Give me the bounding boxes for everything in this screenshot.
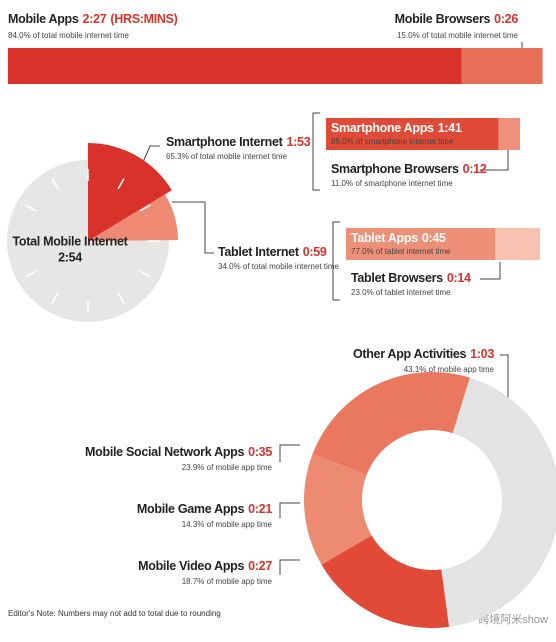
label-name: Smartphone Browsers: [331, 162, 459, 176]
value-label: 15.0% of total mobile internet time: [397, 31, 519, 40]
connector: [279, 444, 300, 462]
value-label: 14.3% of mobile app time: [182, 520, 273, 529]
unit: (HRS:MINS): [110, 12, 177, 26]
label: Mobile Social Network Apps 0:35: [85, 445, 272, 459]
bar-segment: [498, 118, 520, 150]
label-time: 1:03: [470, 347, 494, 361]
clock-tick: [51, 178, 59, 190]
label-time: 0:27: [248, 559, 272, 573]
label-name: Tablet Apps: [351, 231, 418, 245]
label-time: 1:53: [287, 135, 311, 149]
label-name: Tablet Browsers: [351, 271, 443, 285]
label: Smartphone Internet 1:53: [166, 135, 311, 149]
clock-tick: [25, 204, 37, 212]
label-name: Smartphone Apps: [331, 121, 434, 135]
label: Tablet Internet 0:59: [218, 245, 327, 259]
pie-slice: [88, 194, 178, 241]
label: Tablet Browsers 0:14: [351, 271, 471, 285]
clock-tick: [117, 292, 125, 304]
label-time: 1:41: [438, 121, 462, 135]
clock-tick: [51, 292, 59, 304]
label-time: 0:21: [248, 502, 272, 516]
value-label: 77.0% of tablet internet time: [351, 247, 451, 256]
connector: [480, 262, 501, 280]
value-label: 84.0% of total mobile internet time: [8, 31, 130, 40]
clock-tick: [25, 270, 37, 278]
donut-slice: [312, 372, 470, 475]
label-time: 0:35: [248, 445, 272, 459]
label: Smartphone Apps 1:41: [331, 121, 462, 135]
bar-segment: [8, 48, 462, 84]
label: Tablet Apps 0:45: [351, 231, 446, 245]
bar-segment: [326, 118, 499, 150]
clock-tick: [117, 178, 125, 190]
label-name: Tablet Internet: [218, 245, 300, 259]
bracket: [312, 112, 320, 191]
label-name: Mobile Game Apps: [137, 502, 245, 516]
value-label: 89.0% of smartphone internet time: [331, 137, 454, 146]
bar-segment: [461, 48, 543, 84]
label: Other App Activities 1:03: [353, 347, 494, 361]
pie-slice: [88, 143, 172, 241]
donut-slice: [321, 535, 450, 628]
value-label: 65.3% of total mobile internet time: [166, 152, 288, 161]
center-time: 2:54: [58, 250, 82, 264]
bar-segment: [495, 228, 540, 260]
value-label: 34.0% of total mobile internet time: [218, 262, 340, 271]
value-label: 23.0% of tablet internet time: [351, 288, 451, 297]
label: Smartphone Browsers 0:12: [331, 162, 487, 176]
clock-tick: [139, 270, 151, 278]
label-time: 0:59: [303, 245, 327, 259]
value-label: 43.1% of mobile app time: [404, 365, 495, 374]
value-label: 18.7% of mobile app time: [182, 577, 273, 586]
label-name: Mobile Browsers: [395, 12, 491, 26]
value-label: 23.9% of mobile app time: [182, 463, 273, 472]
label-time: 2:27: [83, 12, 107, 26]
label: Mobile Video Apps 0:27: [138, 559, 272, 573]
donut-slice: [303, 453, 372, 565]
bracket: [332, 221, 340, 301]
label-name: Mobile Apps: [8, 12, 79, 26]
connector: [279, 559, 300, 575]
donut-slice: [441, 377, 556, 627]
label-time: 0:12: [463, 162, 487, 176]
note: Editor's Note: Numbers may not add to to…: [8, 609, 221, 618]
label-time: 0:14: [447, 271, 471, 285]
connector: [172, 201, 214, 254]
connector: [480, 150, 509, 171]
label-name: Mobile Video Apps: [138, 559, 244, 573]
label-time: 0:26: [494, 12, 518, 26]
label-name: Mobile Social Network Apps: [85, 445, 244, 459]
label: Mobile Game Apps 0:21: [137, 502, 272, 516]
label-name: Smartphone Internet: [166, 135, 284, 149]
label: Mobile Browsers 0:26: [395, 12, 519, 26]
label: Mobile Apps 2:27 (HRS:MINS): [8, 12, 178, 26]
center-label: Total Mobile Internet: [13, 234, 129, 248]
connector: [279, 502, 300, 518]
value-label: 11.0% of smartphone internet time: [331, 179, 453, 188]
connector: [142, 145, 160, 163]
watermark: 跨境阿米show: [478, 612, 548, 626]
label-time: 0:45: [422, 231, 446, 245]
clock-tick: [139, 204, 151, 212]
label-name: Other App Activities: [353, 347, 467, 361]
bar-segment: [346, 228, 496, 260]
